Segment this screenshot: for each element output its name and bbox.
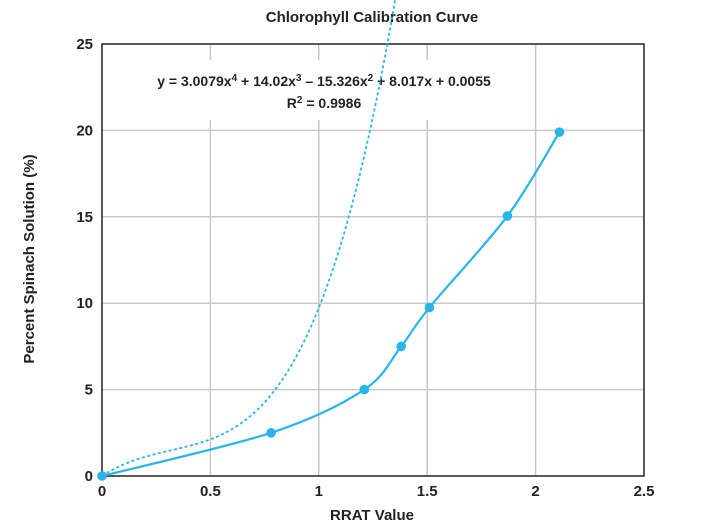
- trendline-equation-box: y = 3.0079x4 + 14.02x3 – 15.326x2 + 8.01…: [120, 60, 528, 120]
- trendline-equation: y = 3.0079x4 + 14.02x3 – 15.326x2 + 8.01…: [157, 73, 491, 90]
- y-tick-label: 15: [76, 209, 93, 226]
- y-tick-label: 10: [76, 295, 93, 312]
- data-point: [97, 471, 107, 481]
- data-point: [502, 211, 513, 221]
- x-tick-label: 1.5: [417, 483, 438, 500]
- equation-background: [120, 60, 528, 120]
- x-tick-label: 2.5: [634, 483, 655, 500]
- data-point: [424, 302, 435, 313]
- y-tick-label: 25: [76, 36, 93, 53]
- series-line: [101, 131, 561, 478]
- trendline-path: [101, 0, 397, 477]
- x-axis-title: RRAT Value: [330, 507, 414, 524]
- x-tick-label: 2: [531, 483, 539, 500]
- data-point: [359, 384, 370, 395]
- trendline-layer: [101, 0, 397, 477]
- y-axis-title: Percent Spinach Solution (%): [21, 154, 38, 363]
- x-tick-label: 1: [315, 483, 323, 500]
- data-series-layer: [97, 127, 565, 481]
- y-tick-label: 0: [85, 468, 93, 485]
- data-point: [396, 341, 406, 352]
- y-tick-label: 20: [76, 122, 93, 139]
- data-point: [554, 127, 565, 137]
- data-point: [266, 428, 276, 438]
- r-squared-label: R2 = 0.9986: [287, 95, 362, 112]
- tick-labels: 0 0.5 1 1.5 2 2.5 0 5 10 15 20 25: [76, 36, 654, 500]
- x-tick-label: 0: [98, 483, 106, 500]
- chart-title: Chlorophyll Calibration Curve: [266, 9, 479, 26]
- x-tick-label: 0.5: [200, 483, 221, 500]
- y-tick-label: 5: [85, 382, 93, 399]
- plot-frame: [101, 43, 645, 477]
